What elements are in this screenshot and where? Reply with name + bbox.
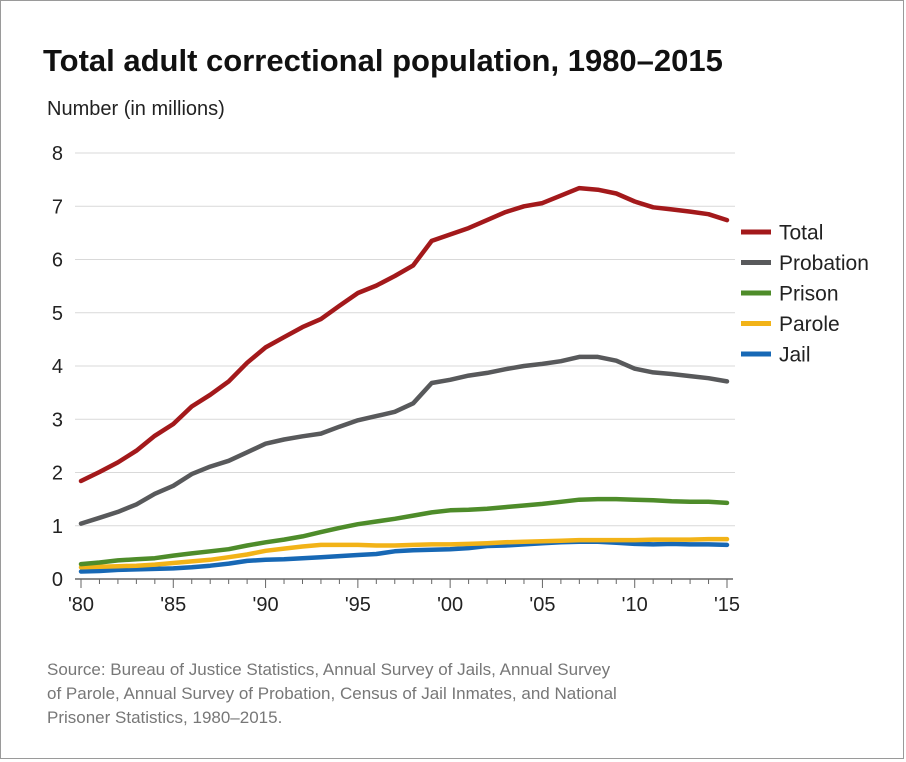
series-line-total bbox=[78, 185, 730, 484]
x-axis: '80 '85 '90 '95 '00 '05 '10 '15 bbox=[68, 578, 740, 616]
legend-label-prison: Prison bbox=[779, 283, 839, 306]
source-line-1: Source: Bureau of Justice Statistics, An… bbox=[47, 660, 611, 679]
x-tick-label: '05 bbox=[529, 594, 555, 616]
legend-label-total: Total bbox=[779, 222, 823, 245]
series-line-jail bbox=[78, 539, 730, 574]
y-tick-label: 2 bbox=[52, 463, 63, 485]
source-note: Source: Bureau of Justice Statistics, An… bbox=[47, 660, 617, 727]
legend-label-jail: Jail bbox=[779, 344, 811, 367]
x-tick-label: '85 bbox=[160, 594, 186, 616]
y-tick-label: 5 bbox=[52, 303, 63, 325]
source-line-3: Prisoner Statistics, 1980–2015. bbox=[47, 708, 282, 727]
y-tick-label: 8 bbox=[52, 143, 63, 165]
x-tick-label: '95 bbox=[345, 594, 371, 616]
chart-title: Total adult correctional population, 198… bbox=[43, 43, 723, 78]
y-tick-label: 4 bbox=[52, 356, 63, 378]
legend-label-parole: Parole bbox=[779, 313, 840, 336]
y-tick-label: 7 bbox=[52, 196, 63, 218]
series-line-parole bbox=[78, 536, 730, 570]
y-tick-labels: 0 1 2 3 4 5 6 7 8 bbox=[52, 143, 63, 591]
series-lines bbox=[78, 185, 730, 574]
x-tick-label: '15 bbox=[714, 594, 740, 616]
y-axis-label: Number (in millions) bbox=[47, 98, 225, 120]
x-tick-label: '80 bbox=[68, 594, 94, 616]
series-line-probation bbox=[78, 354, 730, 526]
y-tick-label: 1 bbox=[52, 516, 63, 538]
legend-label-probation: Probation bbox=[779, 252, 869, 275]
legend: Total Probation Prison Parole Jail bbox=[741, 222, 869, 367]
x-tick-label: '90 bbox=[253, 594, 279, 616]
y-tick-label: 3 bbox=[52, 409, 63, 431]
x-tick-label: '00 bbox=[437, 594, 463, 616]
series-line-prison bbox=[78, 496, 730, 567]
source-line-2: of Parole, Annual Survey of Probation, C… bbox=[47, 684, 617, 703]
y-tick-label: 0 bbox=[52, 569, 63, 591]
x-tick-label: '10 bbox=[622, 594, 648, 616]
y-tick-label: 6 bbox=[52, 250, 63, 272]
gridlines bbox=[75, 152, 735, 527]
